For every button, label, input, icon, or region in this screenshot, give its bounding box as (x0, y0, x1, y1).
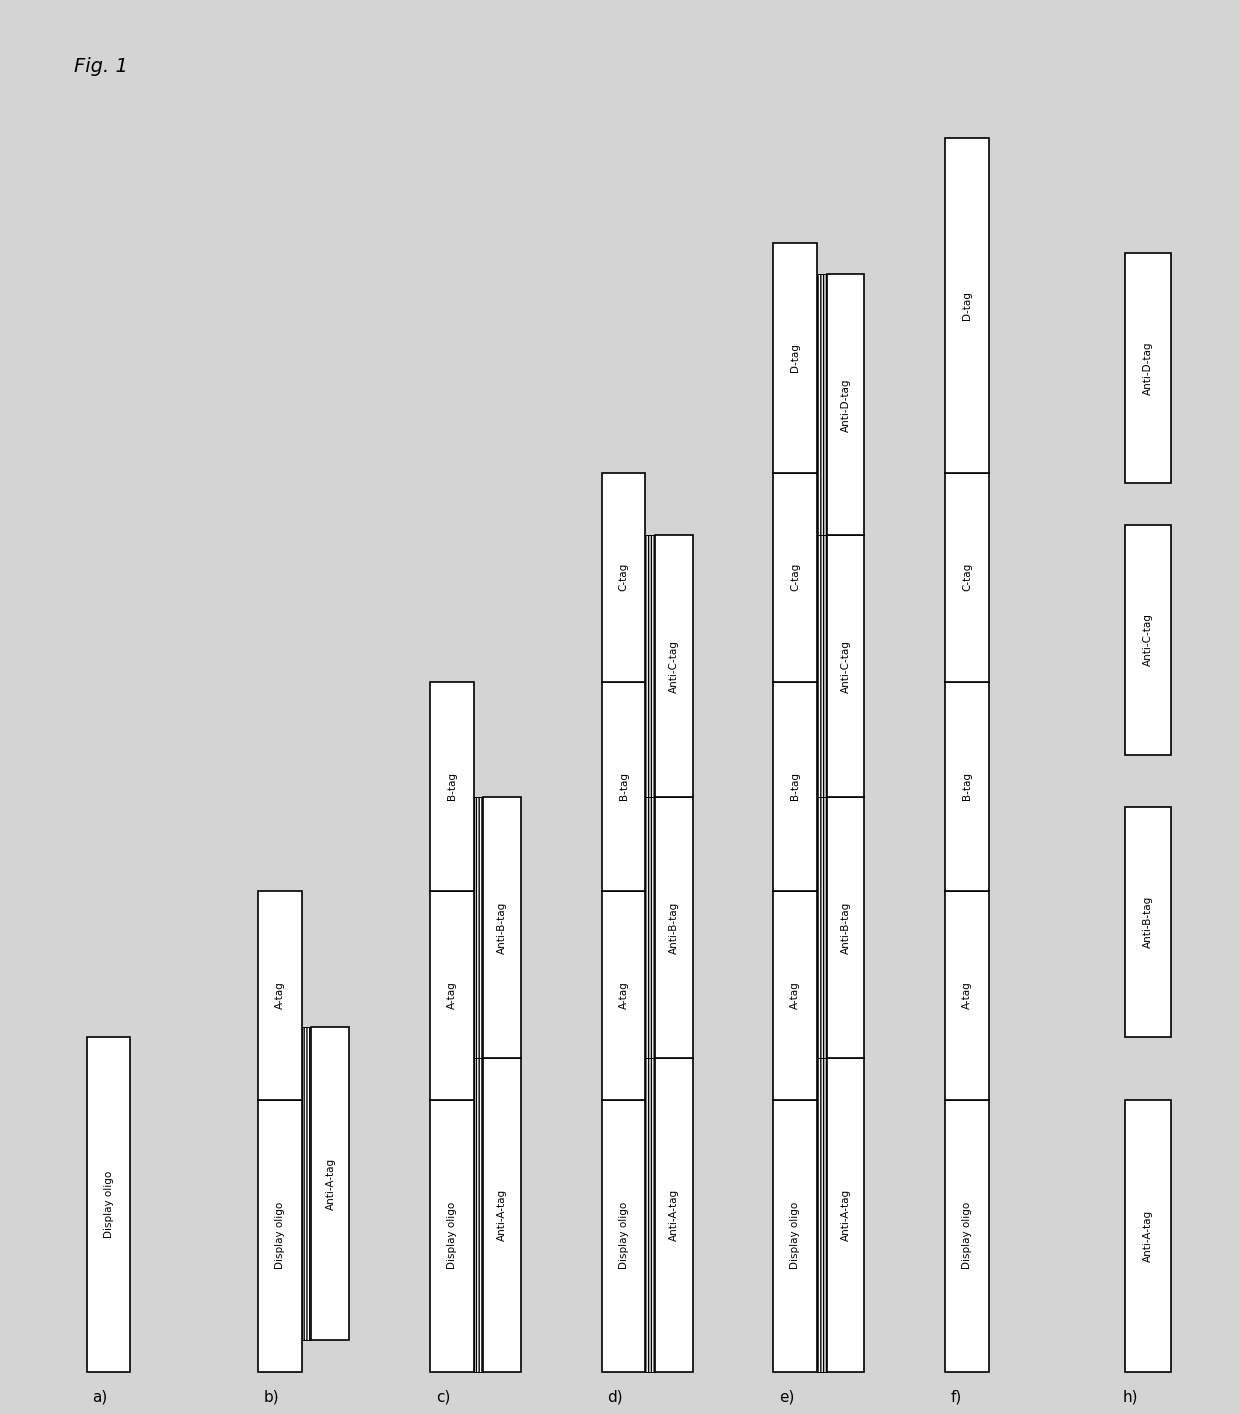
Bar (945, 472, 988, 682)
Bar (87, 1036, 130, 1372)
Text: h): h) (1122, 1390, 1138, 1404)
Text: Anti-A-tag: Anti-A-tag (497, 1189, 507, 1241)
Bar (774, 891, 817, 1100)
Bar (303, 1027, 311, 1340)
Text: Display oligo: Display oligo (790, 1202, 800, 1270)
Text: B-tag: B-tag (619, 772, 629, 800)
Bar (430, 1100, 474, 1372)
Bar (258, 891, 303, 1100)
Bar (945, 682, 988, 891)
Text: Anti-A-tag: Anti-A-tag (325, 1158, 336, 1209)
Bar (655, 536, 693, 796)
Text: Fig. 1: Fig. 1 (74, 57, 128, 75)
Text: Display oligo: Display oligo (275, 1202, 285, 1270)
Bar (430, 891, 474, 1100)
Text: B-tag: B-tag (446, 772, 456, 800)
Bar (484, 1058, 521, 1372)
Bar (827, 274, 864, 536)
Bar (945, 891, 988, 1100)
Bar (645, 796, 655, 1058)
Text: Anti-B-tag: Anti-B-tag (497, 901, 507, 953)
Text: D-tag: D-tag (790, 344, 800, 372)
Bar (601, 472, 645, 682)
Text: Anti-B-tag: Anti-B-tag (1143, 896, 1153, 949)
Text: f): f) (951, 1390, 962, 1404)
Text: Anti-C-tag: Anti-C-tag (668, 639, 678, 693)
Text: Anti-D-tag: Anti-D-tag (841, 378, 851, 431)
Text: Display oligo: Display oligo (962, 1202, 972, 1270)
Bar (817, 796, 827, 1058)
Bar (474, 1058, 484, 1372)
Bar (945, 1100, 988, 1372)
Bar (774, 682, 817, 891)
Bar (655, 1058, 693, 1372)
Text: Anti-A-tag: Anti-A-tag (1143, 1209, 1153, 1261)
Text: A-tag: A-tag (619, 981, 629, 1010)
Text: B-tag: B-tag (962, 772, 972, 800)
Bar (774, 243, 817, 472)
Text: c): c) (435, 1390, 450, 1404)
Text: C-tag: C-tag (962, 563, 972, 591)
Text: Display oligo: Display oligo (446, 1202, 456, 1270)
Bar (1125, 253, 1171, 484)
Text: Display oligo: Display oligo (619, 1202, 629, 1270)
Bar (1125, 1100, 1171, 1372)
Bar (645, 1058, 655, 1372)
Bar (258, 1100, 303, 1372)
Bar (474, 796, 484, 1058)
Text: b): b) (264, 1390, 280, 1404)
Text: C-tag: C-tag (790, 563, 800, 591)
Bar (1125, 525, 1171, 755)
Text: A-tag: A-tag (275, 981, 285, 1010)
Text: Anti-D-tag: Anti-D-tag (1143, 342, 1153, 395)
Text: Anti-A-tag: Anti-A-tag (841, 1189, 851, 1241)
Text: Anti-B-tag: Anti-B-tag (668, 901, 678, 953)
Text: a): a) (92, 1390, 108, 1404)
Text: C-tag: C-tag (619, 563, 629, 591)
Bar (945, 139, 988, 472)
Bar (774, 472, 817, 682)
Text: e): e) (779, 1390, 795, 1404)
Text: B-tag: B-tag (790, 772, 800, 800)
Text: Anti-C-tag: Anti-C-tag (1143, 614, 1153, 666)
Bar (484, 796, 521, 1058)
Text: Anti-C-tag: Anti-C-tag (841, 639, 851, 693)
Bar (827, 1058, 864, 1372)
Bar (601, 682, 645, 891)
Bar (601, 1100, 645, 1372)
Bar (817, 536, 827, 796)
Bar (655, 796, 693, 1058)
Text: A-tag: A-tag (962, 981, 972, 1010)
Text: Anti-B-tag: Anti-B-tag (841, 901, 851, 953)
Bar (774, 1100, 817, 1372)
Text: D-tag: D-tag (962, 291, 972, 320)
Bar (827, 796, 864, 1058)
Text: A-tag: A-tag (790, 981, 800, 1010)
Bar (601, 891, 645, 1100)
Bar (430, 682, 474, 891)
Bar (827, 536, 864, 796)
Text: A-tag: A-tag (446, 981, 456, 1010)
Bar (817, 274, 827, 536)
Bar (1125, 807, 1171, 1036)
Text: d): d) (608, 1390, 622, 1404)
Bar (817, 1058, 827, 1372)
Text: Display oligo: Display oligo (104, 1171, 114, 1239)
Bar (311, 1027, 350, 1340)
Text: Anti-A-tag: Anti-A-tag (668, 1189, 678, 1241)
Bar (645, 536, 655, 796)
